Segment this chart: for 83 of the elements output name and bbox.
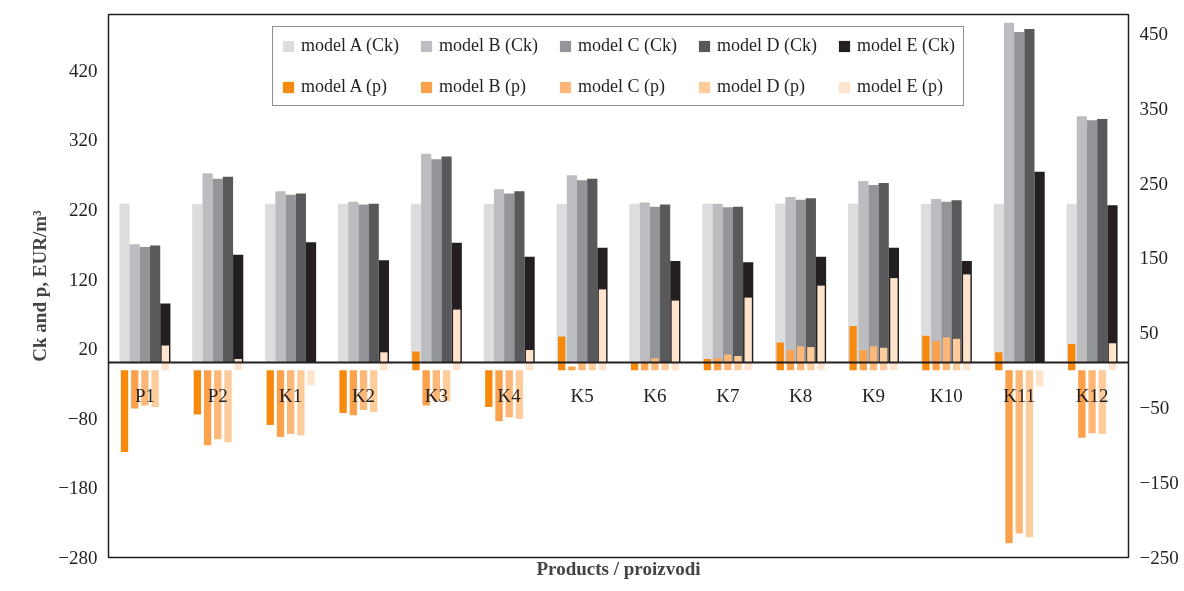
x-tick-label: K10 [930, 384, 963, 406]
bar [441, 156, 452, 363]
legend-label: model E (p) [857, 76, 943, 97]
y-tick-label: −80 [67, 407, 98, 429]
bar [275, 191, 286, 363]
bar [285, 194, 296, 363]
bar [942, 337, 951, 371]
y-tick-label: 420 [69, 59, 98, 81]
bar [338, 203, 349, 363]
y-axis-title: Ck and p, EUR/m³ [29, 209, 51, 362]
bar [120, 370, 129, 452]
x-tick-label: K7 [716, 384, 740, 406]
bar [431, 159, 442, 363]
bar [514, 191, 525, 363]
y-tick-label: 120 [69, 268, 98, 290]
bar [807, 347, 815, 371]
bar [412, 351, 420, 371]
x-tick-label: P1 [134, 384, 155, 406]
bar [368, 203, 379, 363]
bar [734, 356, 742, 371]
y-tick-label: −280 [58, 547, 98, 568]
bar [493, 189, 505, 363]
y2-tick-label: 450 [1139, 22, 1168, 44]
bar [1097, 118, 1108, 363]
bar [119, 203, 130, 363]
x-tick-label: K12 [1075, 384, 1109, 406]
y2-tick-label: 250 [1139, 172, 1168, 194]
bar [339, 370, 347, 413]
legend-label: model E (Ck) [857, 35, 955, 56]
bar [202, 173, 213, 363]
x-tick-label: K9 [861, 384, 886, 406]
bar [150, 245, 161, 363]
bar [358, 204, 369, 363]
legend-label: model B (p) [439, 76, 527, 97]
x-tick-label: K11 [1003, 384, 1036, 406]
bar [212, 178, 223, 363]
bar [380, 352, 388, 371]
bar [483, 203, 494, 363]
y-tick-label: 320 [69, 129, 98, 151]
y-tick-label: 220 [69, 198, 98, 220]
bar [265, 203, 276, 363]
y2-tick-label: 350 [1139, 97, 1168, 119]
bar [849, 326, 857, 371]
bar [1076, 116, 1087, 363]
x-tick-label: K6 [643, 384, 667, 406]
legend-label: model D (Ck) [717, 35, 817, 56]
bar [193, 370, 202, 415]
bar [651, 358, 659, 371]
bar [1024, 29, 1035, 363]
y2-tick-label: −50 [1139, 397, 1170, 419]
bar [566, 175, 577, 363]
y-tick-label: −180 [58, 477, 98, 499]
legend-label: model B (Ck) [439, 35, 539, 56]
legend-label: model A (Ck) [301, 35, 400, 56]
bar [139, 247, 151, 363]
bar [295, 193, 306, 363]
bar [129, 244, 140, 363]
bar [348, 201, 359, 363]
legend-label: model C (Ck) [578, 35, 678, 56]
y2-tick-label: −250 [1139, 547, 1179, 568]
y2-tick-label: −150 [1139, 472, 1179, 494]
bar [266, 370, 274, 425]
legend-label: model C (p) [578, 76, 666, 97]
bar [307, 370, 315, 386]
y-tick-label: 20 [78, 338, 98, 360]
bar [1003, 22, 1015, 363]
x-tick-label: K5 [570, 384, 594, 406]
x-axis-title: Products / proizvodi [536, 557, 701, 579]
y2-tick-label: 50 [1139, 322, 1159, 344]
bar [1035, 370, 1044, 386]
bar [222, 176, 234, 363]
legend-label: model A (p) [301, 76, 388, 97]
bar [1086, 120, 1098, 363]
x-tick-label: K8 [789, 384, 813, 406]
bar [504, 193, 515, 363]
bar [932, 341, 940, 371]
bar [1014, 31, 1025, 363]
bar [485, 370, 493, 407]
y2-tick-label: 150 [1139, 247, 1168, 269]
bar [922, 335, 930, 371]
legend-label: model D (p) [717, 76, 805, 97]
bar [421, 153, 432, 363]
bar [192, 203, 203, 363]
